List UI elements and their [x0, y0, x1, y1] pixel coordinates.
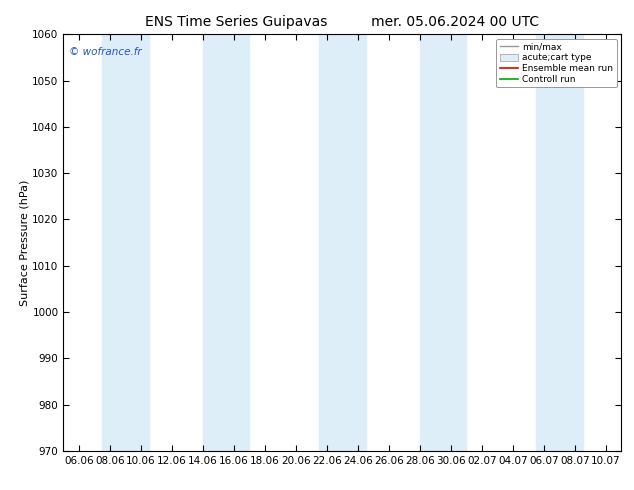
Bar: [536, 34, 583, 451]
Bar: [319, 34, 366, 451]
Bar: [102, 34, 148, 451]
Bar: [420, 34, 467, 451]
Bar: [203, 34, 249, 451]
Legend: min/max, acute;cart type, Ensemble mean run, Controll run: min/max, acute;cart type, Ensemble mean …: [496, 39, 617, 87]
Title: ENS Time Series Guipavas          mer. 05.06.2024 00 UTC: ENS Time Series Guipavas mer. 05.06.2024…: [145, 15, 540, 29]
Text: © wofrance.fr: © wofrance.fr: [69, 47, 141, 57]
Y-axis label: Surface Pressure (hPa): Surface Pressure (hPa): [20, 179, 30, 306]
